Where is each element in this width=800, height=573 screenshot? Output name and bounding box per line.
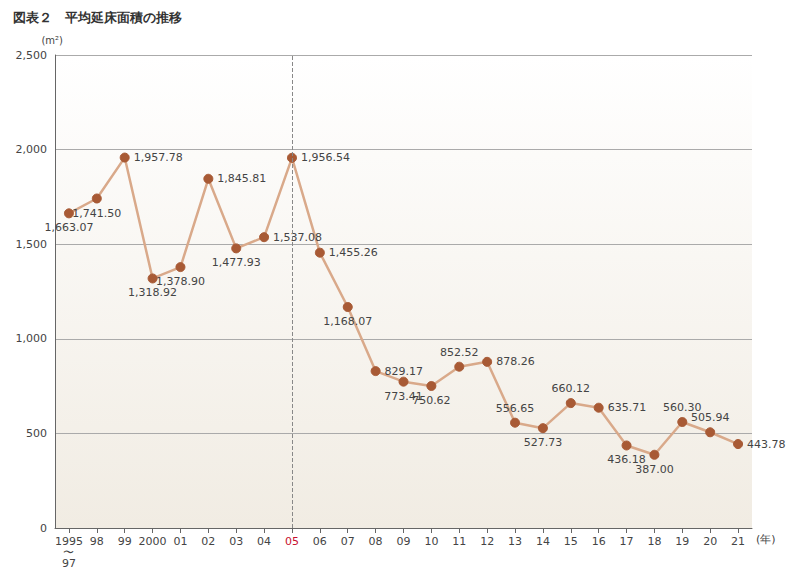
svg-text:06: 06: [313, 535, 327, 548]
svg-text:560.30: 560.30: [663, 401, 702, 414]
svg-text:05: 05: [285, 535, 299, 548]
svg-text:436.18: 436.18: [607, 453, 646, 467]
svg-text:01: 01: [173, 535, 187, 548]
svg-text:1,663.07: 1,663.07: [44, 221, 93, 234]
svg-text:04: 04: [257, 535, 271, 548]
svg-text:1,477.93: 1,477.93: [212, 256, 261, 269]
svg-text:878.26: 878.26: [496, 355, 535, 368]
svg-text:1995: 1995: [54, 535, 83, 548]
svg-text:660.12: 660.12: [552, 382, 591, 395]
svg-text:19: 19: [675, 535, 689, 548]
svg-text:773.41: 773.41: [384, 389, 423, 403]
svg-text:0: 0: [40, 522, 47, 535]
svg-text:505.94: 505.94: [691, 411, 730, 424]
svg-text:99: 99: [118, 535, 132, 548]
svg-text:11: 11: [452, 535, 466, 548]
svg-text:635.71: 635.71: [608, 401, 647, 414]
svg-text:08: 08: [369, 535, 383, 548]
svg-text:556.65: 556.65: [496, 402, 535, 415]
svg-text:12: 12: [480, 535, 494, 548]
svg-text:02: 02: [201, 535, 215, 548]
svg-text:17: 17: [620, 535, 634, 548]
svg-text:1,537.08: 1,537.08: [273, 231, 322, 244]
svg-text:2000: 2000: [139, 535, 167, 548]
svg-text:443.78: 443.78: [747, 438, 786, 451]
svg-text:829.17: 829.17: [385, 365, 424, 378]
svg-text:1,957.78: 1,957.78: [134, 151, 183, 164]
svg-text:1,500: 1,500: [16, 238, 48, 251]
svg-text:852.52: 852.52: [440, 346, 479, 359]
svg-text:図表２ 平均延床面積の推移: 図表２ 平均延床面積の推移: [13, 10, 182, 25]
svg-text:2,000: 2,000: [16, 143, 48, 156]
svg-text:21: 21: [731, 535, 745, 548]
svg-text:07: 07: [341, 535, 355, 548]
svg-text:09: 09: [397, 535, 411, 548]
svg-text:98: 98: [90, 535, 104, 548]
svg-text:387.00: 387.00: [635, 463, 674, 476]
svg-text:1,956.54: 1,956.54: [301, 151, 350, 164]
svg-text:1,318.92: 1,318.92: [128, 286, 177, 299]
svg-text:13: 13: [508, 535, 522, 548]
svg-text:1,741.50: 1,741.50: [72, 207, 121, 220]
svg-text:1,000: 1,000: [16, 332, 48, 345]
svg-text:16: 16: [592, 535, 606, 548]
svg-text:1,845.81: 1,845.81: [217, 172, 266, 185]
svg-text:97: 97: [62, 557, 76, 570]
svg-text:20: 20: [703, 535, 717, 548]
svg-text:03: 03: [229, 535, 243, 548]
svg-text:1,378.90: 1,378.90: [156, 275, 205, 288]
svg-text:(m²): (m²): [41, 35, 63, 46]
svg-text:2,500: 2,500: [16, 49, 48, 62]
svg-text:15: 15: [564, 535, 578, 548]
svg-text:14: 14: [536, 535, 550, 548]
svg-text:10: 10: [424, 535, 438, 548]
svg-text:1,168.07: 1,168.07: [323, 315, 372, 328]
svg-text:527.73: 527.73: [524, 436, 563, 449]
svg-text:18: 18: [647, 535, 661, 548]
svg-text:500: 500: [26, 427, 47, 440]
svg-text:1,455.26: 1,455.26: [329, 246, 378, 259]
svg-text:(年): (年): [756, 533, 776, 546]
svg-text:750.62: 750.62: [412, 394, 451, 407]
